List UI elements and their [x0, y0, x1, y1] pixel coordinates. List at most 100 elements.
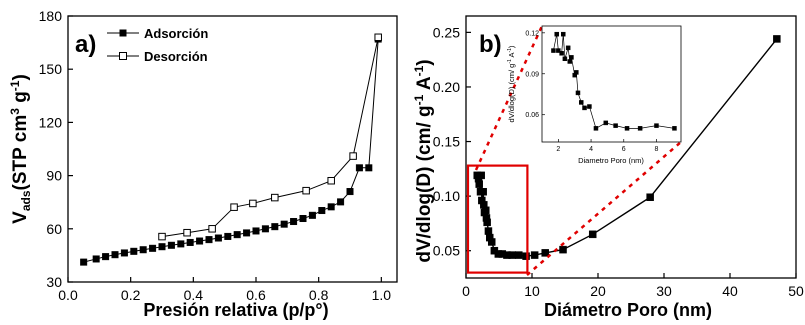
data-point [139, 246, 147, 254]
data-point [515, 251, 523, 259]
x-tick-label: 0.0 [58, 287, 78, 303]
data-point [252, 227, 260, 235]
data-point [582, 105, 587, 111]
y-tick-label: 0.15 [433, 134, 460, 150]
y-tick-label: 90 [46, 168, 62, 184]
data-point [158, 243, 166, 251]
data-point [374, 33, 382, 42]
inset-plot-frame [541, 25, 682, 143]
data-point [508, 251, 516, 259]
data-point [587, 104, 592, 109]
isotherm-x-axis-label: Presión relativa (p/p°) [143, 300, 328, 320]
data-point [208, 225, 216, 233]
data-point [562, 56, 568, 61]
legend-desorcion-label: Desorción [144, 49, 208, 64]
pore-panel-label: b) [479, 31, 502, 58]
data-point [167, 241, 175, 249]
data-point [302, 186, 310, 195]
isotherm-x-ticks: 0.0 0.2 0.4 0.6 0.8 1.0 [58, 277, 391, 303]
x-tick-label: 10 [524, 283, 540, 299]
series-line [553, 34, 675, 129]
data-point [559, 245, 567, 254]
isotherm-panel: 0.0 0.2 0.4 0.6 0.8 1.0 30 60 90 120 150 180 a) Ad… [8, 8, 398, 320]
y-tick-label: 0.25 [433, 24, 460, 40]
data-point [102, 253, 110, 261]
data-point [327, 203, 335, 211]
data-point [308, 211, 316, 219]
y-tick-label: 180 [39, 8, 63, 24]
inset-y-ticks: 0.06 0.09 0.12 [525, 30, 545, 119]
data-point [482, 206, 490, 215]
y-tick-label: 0.10 [433, 188, 460, 204]
y-tick-label: 60 [46, 221, 62, 237]
data-point [224, 232, 232, 240]
inset-y-axis-label: dV/dlog(D) (cm/ g-1 A-1) [507, 45, 516, 122]
data-point [92, 255, 100, 263]
data-point [477, 171, 485, 180]
data-point [183, 228, 191, 237]
x-tick-label: 0.4 [184, 287, 204, 303]
data-point [196, 237, 204, 245]
data-point [556, 48, 561, 53]
x-tick-label: 0.2 [121, 287, 141, 303]
x-tick-label: 50 [788, 283, 804, 299]
y-tick-label: 0.20 [433, 79, 460, 95]
data-point [565, 45, 571, 51]
data-point [559, 51, 564, 56]
data-point [561, 31, 566, 37]
data-point [484, 227, 493, 235]
data-point [233, 231, 241, 239]
data-point [271, 223, 279, 231]
data-point [569, 55, 574, 60]
x-tick-label: 20 [590, 283, 606, 299]
data-point [593, 126, 599, 131]
data-point [554, 31, 559, 37]
data-point [773, 35, 781, 43]
x-tick-label: 8 [655, 146, 659, 153]
isotherm-y-axis-label: Vads(STP cm3 g-1) [8, 74, 33, 224]
data-point [337, 198, 345, 206]
data-point [522, 252, 530, 260]
data-point [624, 126, 630, 131]
data-point [541, 249, 549, 257]
data-point [158, 232, 166, 241]
data-point [579, 100, 584, 105]
data-point [613, 123, 618, 128]
data-point [346, 188, 354, 196]
pore-y-ticks: 0.05 0.10 0.15 0.20 0.25 [433, 24, 471, 259]
data-point [475, 180, 483, 188]
y-tick-label: 0.09 [525, 71, 539, 78]
data-point [271, 193, 279, 202]
data-point [80, 258, 88, 266]
pore-x-axis-label: Diámetro Poro (nm) [544, 300, 712, 320]
data-point [349, 152, 357, 160]
data-point [654, 123, 659, 128]
data-point [290, 218, 298, 226]
y-tick-label: 0.12 [525, 30, 539, 37]
x-tick-label: 2 [556, 146, 560, 153]
data-point [149, 244, 157, 252]
isotherm-legend: Adsorción Desorción [107, 26, 208, 64]
inset-series [551, 31, 677, 131]
data-point [483, 218, 491, 227]
data-point [243, 229, 251, 237]
data-point [120, 249, 128, 257]
data-point [111, 251, 119, 259]
zoom-highlight-box [466, 164, 529, 274]
x-tick-label: 0 [462, 283, 470, 299]
pore-distribution-panel: 0 10 20 30 40 50 0.05 0.10 0.15 0.20 0.25 b) Diám… [412, 15, 804, 320]
pore-x-ticks: 0 10 20 30 40 50 [462, 273, 804, 299]
data-point [567, 59, 573, 64]
x-tick-label: 4 [589, 146, 593, 153]
isotherm-plot-frame [67, 15, 398, 283]
data-point [355, 164, 363, 172]
data-point [230, 203, 238, 211]
x-tick-label: 30 [656, 283, 672, 299]
data-point [261, 225, 269, 233]
data-point [637, 126, 643, 131]
data-point [603, 120, 609, 126]
inset-chart: 2 4 6 8 0.06 0.09 0.12 Diametro Poro (nm) dV/… [507, 25, 682, 165]
inset-x-ticks: 2 4 6 8 [556, 139, 659, 153]
data-point [318, 207, 326, 215]
pore-plot-frame [465, 15, 797, 279]
